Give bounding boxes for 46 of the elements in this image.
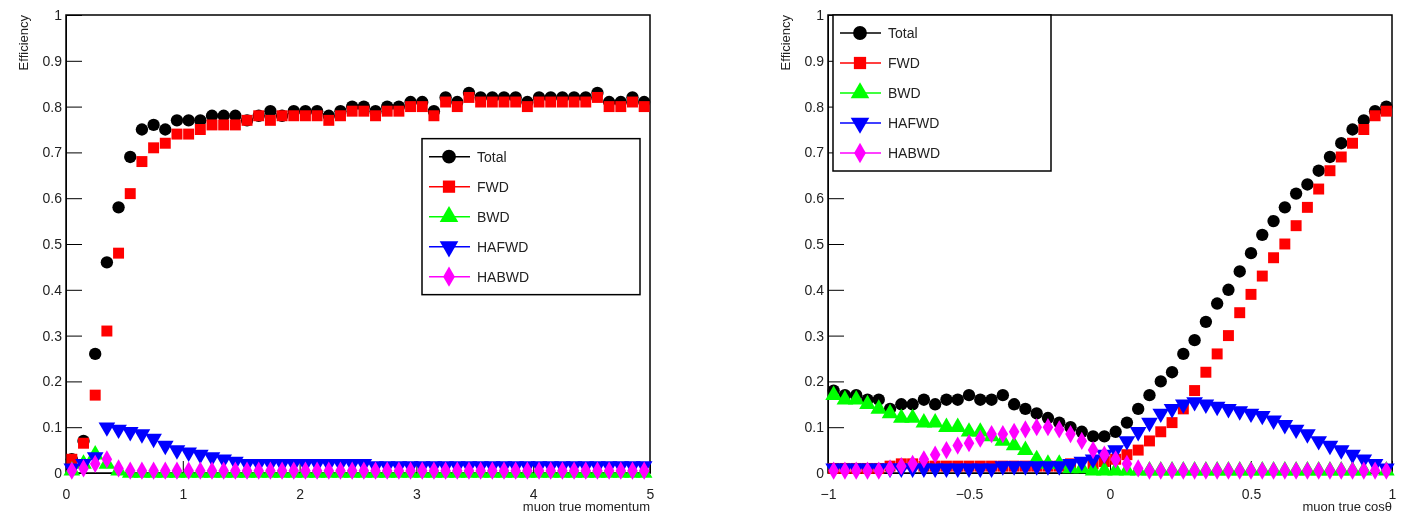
y-tick-label: 0.9 [804,52,825,69]
x-tick-label: 0.5 [1241,485,1262,502]
y-tick-label: 0.2 [804,373,825,390]
x-tick-label: 1 [1388,485,1397,502]
legend-label: Total [477,148,507,165]
x-tick-label: −1 [820,485,837,502]
y-tick-label: 0.5 [804,235,825,252]
y-tick-label: 0.6 [42,190,63,207]
x-tick-label: 0 [1106,485,1115,502]
y-tick-label: 0.3 [804,327,825,344]
x-tick-label: 4 [529,485,538,502]
legend-label: HAFWD [477,238,529,255]
x-tick-label: −0.5 [955,485,984,502]
legend-label: HABWD [888,145,941,161]
y-tick-label: 0 [54,464,63,481]
x-tick-label: 2 [296,485,305,502]
legend-label: HABWD [477,268,530,285]
y-tick-label: 0.1 [42,419,63,436]
y-axis-title: Efficiency [778,14,793,71]
y-tick-label: 0.7 [42,144,63,161]
legend-label: Total [888,25,918,41]
legend-label: BWD [888,85,921,101]
y-tick-label: 0.1 [804,419,825,436]
legend-label: FWD [477,178,509,195]
y-tick-label: 0.4 [42,281,63,298]
y-tick-label: 0.6 [804,190,825,207]
x-tick-label: 3 [413,485,421,502]
x-tick-label: 5 [646,485,655,502]
x-tick-label: 1 [179,485,188,502]
y-tick-label: 0.8 [804,98,825,115]
x-axis-title: muon true momentum [522,499,650,514]
y-axis-title: Efficiency [16,14,31,71]
y-tick-label: 0.4 [804,281,825,298]
y-tick-label: 0.7 [804,144,825,161]
y-tick-label: 0.5 [42,235,63,252]
y-tick-label: 0.8 [42,98,63,115]
y-tick-label: 0 [816,464,825,481]
legend-label: FWD [888,55,920,71]
y-tick-label: 0.3 [42,327,63,344]
legend-label: HAFWD [888,115,940,131]
y-tick-label: 1 [54,6,63,23]
y-tick-label: 1 [816,6,825,23]
y-tick-label: 0.9 [42,52,63,69]
y-tick-label: 0.2 [42,373,63,390]
x-axis-title: muon true cosθ [1302,499,1392,514]
legend-label: BWD [477,208,510,225]
